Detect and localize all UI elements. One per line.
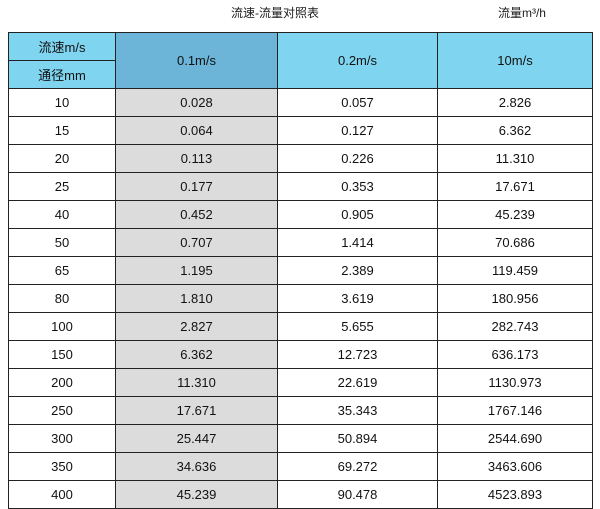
row-dn: 40 — [8, 200, 116, 229]
row-value-0: 0.177 — [115, 172, 278, 201]
table-row: 80 1.810 3.619 180.956 — [8, 284, 593, 313]
flow-velocity-table-wrapper: 流速m/s 0.1m/s 0.2m/s 10m/s 通径mm 10 0.028 … — [8, 32, 593, 509]
row-value-0: 0.113 — [115, 144, 278, 173]
row-dn: 100 — [8, 312, 116, 341]
row-value-2: 4523.893 — [437, 480, 593, 509]
table-row: 10 0.028 0.057 2.826 — [8, 88, 593, 117]
table-row: 200 11.310 22.619 1130.973 — [8, 368, 593, 397]
column-header-2[interactable]: 10m/s — [437, 32, 593, 89]
table-row: 400 45.239 90.478 4523.893 — [8, 480, 593, 509]
table-row: 150 6.362 12.723 636.173 — [8, 340, 593, 369]
row-dn: 65 — [8, 256, 116, 285]
row-value-1: 2.389 — [277, 256, 438, 285]
header-row-bottom: 通径mm — [8, 60, 593, 89]
row-value-0: 0.452 — [115, 200, 278, 229]
row-value-1: 3.619 — [277, 284, 438, 313]
header-row-top: 流速m/s 0.1m/s 0.2m/s 10m/s — [8, 32, 593, 89]
table-row: 300 25.447 50.894 2544.690 — [8, 424, 593, 453]
chart-title: 流速-流量对照表 — [231, 6, 319, 20]
corner-header-diameter: 通径mm — [8, 60, 116, 89]
table-row: 25 0.177 0.353 17.671 — [8, 172, 593, 201]
row-value-0: 1.195 — [115, 256, 278, 285]
table-row: 15 0.064 0.127 6.362 — [8, 116, 593, 145]
row-dn: 200 — [8, 368, 116, 397]
row-value-0: 34.636 — [115, 452, 278, 481]
row-dn: 10 — [8, 88, 116, 117]
table-row: 350 34.636 69.272 3463.606 — [8, 452, 593, 481]
flow-unit-label: 流量m³/h — [497, 6, 546, 20]
row-value-0: 25.447 — [115, 424, 278, 453]
row-value-1: 69.272 — [277, 452, 438, 481]
row-dn: 25 — [8, 172, 116, 201]
row-value-1: 22.619 — [277, 368, 438, 397]
caption-row: 流速-流量对照表 流量m³/h — [0, 0, 600, 32]
row-dn: 300 — [8, 424, 116, 453]
row-dn: 20 — [8, 144, 116, 173]
table-row: 65 1.195 2.389 119.459 — [8, 256, 593, 285]
table-row: 20 0.113 0.226 11.310 — [8, 144, 593, 173]
row-value-2: 636.173 — [437, 340, 593, 369]
table-row: 50 0.707 1.414 70.686 — [8, 228, 593, 257]
row-value-0: 0.028 — [115, 88, 278, 117]
row-value-2: 6.362 — [437, 116, 593, 145]
row-dn: 400 — [8, 480, 116, 509]
row-value-2: 2.826 — [437, 88, 593, 117]
row-value-1: 1.414 — [277, 228, 438, 257]
row-value-1: 90.478 — [277, 480, 438, 509]
row-dn: 80 — [8, 284, 116, 313]
table-row: 250 17.671 35.343 1767.146 — [8, 396, 593, 425]
row-value-1: 0.353 — [277, 172, 438, 201]
row-value-2: 282.743 — [437, 312, 593, 341]
row-value-0: 11.310 — [115, 368, 278, 397]
row-value-1: 0.057 — [277, 88, 438, 117]
row-value-1: 5.655 — [277, 312, 438, 341]
row-value-0: 6.362 — [115, 340, 278, 369]
row-value-0: 1.810 — [115, 284, 278, 313]
row-value-1: 0.905 — [277, 200, 438, 229]
flow-velocity-table: 流速m/s 0.1m/s 0.2m/s 10m/s 通径mm 10 0.028 … — [8, 32, 593, 509]
row-value-1: 50.894 — [277, 424, 438, 453]
row-dn: 50 — [8, 228, 116, 257]
row-value-2: 45.239 — [437, 200, 593, 229]
table-body: 10 0.028 0.057 2.826 15 0.064 0.127 6.36… — [8, 88, 593, 509]
row-value-2: 1130.973 — [437, 368, 593, 397]
row-value-2: 70.686 — [437, 228, 593, 257]
row-dn: 350 — [8, 452, 116, 481]
row-value-2: 1767.146 — [437, 396, 593, 425]
row-value-0: 0.064 — [115, 116, 278, 145]
row-value-0: 17.671 — [115, 396, 278, 425]
table-row: 100 2.827 5.655 282.743 — [8, 312, 593, 341]
row-dn: 250 — [8, 396, 116, 425]
corner-header-velocity: 流速m/s — [8, 32, 116, 61]
row-value-2: 119.459 — [437, 256, 593, 285]
row-value-1: 0.226 — [277, 144, 438, 173]
column-header-1[interactable]: 0.2m/s — [277, 32, 438, 89]
row-value-0: 45.239 — [115, 480, 278, 509]
row-dn: 15 — [8, 116, 116, 145]
row-value-2: 17.671 — [437, 172, 593, 201]
row-value-1: 0.127 — [277, 116, 438, 145]
row-value-2: 2544.690 — [437, 424, 593, 453]
row-value-2: 11.310 — [437, 144, 593, 173]
table-row: 40 0.452 0.905 45.239 — [8, 200, 593, 229]
row-value-1: 12.723 — [277, 340, 438, 369]
row-value-0: 2.827 — [115, 312, 278, 341]
table-header: 流速m/s 0.1m/s 0.2m/s 10m/s 通径mm — [8, 32, 593, 89]
row-value-2: 180.956 — [437, 284, 593, 313]
column-header-0[interactable]: 0.1m/s — [115, 32, 278, 89]
row-dn: 150 — [8, 340, 116, 369]
row-value-0: 0.707 — [115, 228, 278, 257]
row-value-1: 35.343 — [277, 396, 438, 425]
row-value-2: 3463.606 — [437, 452, 593, 481]
